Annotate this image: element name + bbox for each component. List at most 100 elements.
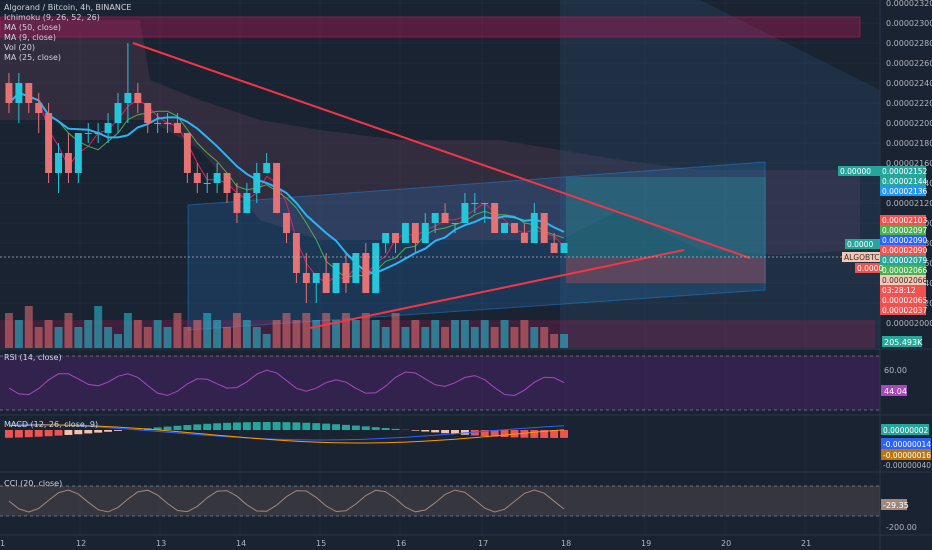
volume-bar [510, 327, 519, 348]
candle-body [540, 213, 548, 243]
macd-bar [520, 430, 529, 438]
macd-bar [183, 425, 192, 430]
candle-body [273, 163, 281, 213]
volume-bar [391, 313, 400, 348]
ma-line [8, 92, 565, 279]
macd-histogram [4, 422, 569, 438]
legend-ichimoku[interactable]: Ichimoku (9, 26, 52, 26) [4, 13, 100, 22]
rsi-label[interactable]: RSI (14, close) [4, 353, 62, 362]
macd-bar [361, 426, 370, 430]
volume-bar [114, 334, 122, 348]
volume-bar [223, 327, 231, 348]
macd-bar [203, 423, 212, 430]
price-badge-text: 0.00002037 [882, 306, 928, 315]
price-tick: 0.00002000 [886, 319, 932, 328]
price-tick: 0.00002320 [886, 0, 932, 8]
macd-bar [282, 422, 291, 430]
candle-body [154, 123, 162, 124]
symbol-title[interactable]: Algorand / Bitcoin, 4h, BINANCE [4, 3, 132, 12]
macd-bar [451, 430, 459, 435]
left-badge [845, 239, 880, 249]
volume-bar [54, 327, 63, 348]
macd-line [9, 423, 565, 441]
time-tick: 18 [561, 539, 571, 548]
candle-body [441, 213, 449, 223]
macd-bar [540, 430, 549, 438]
position-profit-zone [566, 177, 766, 257]
macd-bar [381, 427, 390, 430]
candle-body [322, 273, 330, 293]
candle-body [25, 83, 33, 103]
macd-bar [44, 430, 53, 437]
macd-label[interactable]: MACD (12, 26, close, 9) [4, 420, 99, 429]
time-tick: 20 [721, 539, 731, 548]
legend-vol[interactable]: Vol (20) [4, 43, 35, 52]
candle-body [382, 233, 390, 243]
candle-body [223, 173, 231, 193]
macd-bar [332, 424, 341, 430]
macd-bar [173, 425, 182, 430]
legend-ma9[interactable]: MA (9, close) [4, 33, 56, 42]
macd-bar [104, 430, 113, 432]
price-badge [880, 186, 926, 196]
uptrend-line[interactable] [309, 249, 685, 329]
candle-body [124, 93, 132, 103]
macd-bar [262, 422, 271, 430]
candle-body [302, 273, 310, 283]
volume-bar [401, 327, 410, 348]
price-badge-text: 0.00002144 [882, 177, 928, 186]
candle-body [471, 203, 479, 204]
volume-bar [530, 327, 539, 348]
macd-bar [4, 430, 13, 438]
macd-bar [351, 425, 360, 430]
candle-body [173, 123, 181, 133]
price-tick: 0.00002300 [886, 19, 932, 28]
downtrend-line[interactable] [132, 42, 751, 259]
candle-body [392, 233, 400, 243]
cci-label[interactable]: CCI (20, close) [4, 479, 63, 488]
chart-legend: Algorand / Bitcoin, 4h, BINANCE Ichimoku… [4, 3, 131, 63]
volume-bar [262, 334, 271, 348]
price-badge [880, 176, 926, 186]
price-tick: 0.00002160 [886, 159, 932, 168]
price-badge-text: 0.00002065 [882, 296, 928, 305]
volume-bar [411, 320, 420, 348]
macd-bar [64, 430, 73, 435]
volume-bar [451, 320, 459, 348]
volume-bar [371, 320, 380, 348]
price-badge-text: 0.00002090 [882, 236, 928, 245]
macd-signal-value: -0.00000016 [883, 451, 931, 460]
price-badge [880, 285, 926, 295]
candle-body [421, 223, 429, 243]
volume-badge: 205.493K [884, 338, 923, 347]
macd-bar [342, 424, 350, 430]
candle-body [164, 123, 172, 124]
candle-body [35, 103, 43, 113]
legend-ma50[interactable]: MA (50, close) [4, 23, 62, 32]
macd-bar [292, 422, 301, 430]
volume-bar [312, 320, 321, 348]
volume-bar [183, 327, 192, 348]
left-badge [855, 263, 880, 273]
candle-body [560, 243, 568, 253]
macd-bar [84, 430, 93, 434]
price-tick: 0.00002220 [886, 99, 932, 108]
candle-body [64, 153, 72, 173]
legend-ma25[interactable]: MA (25, close) [4, 53, 62, 62]
price-badge-text: 0.00002066 [882, 266, 928, 275]
volume-bar [441, 327, 450, 348]
volume-bar [480, 320, 489, 348]
left-badge-text: 0.0000 [857, 264, 883, 273]
price-badge [880, 225, 926, 235]
macd-bar [34, 430, 43, 437]
candle-body [55, 153, 62, 173]
resistance-wedge [560, 0, 880, 350]
macd-bar [252, 422, 261, 430]
candle-body [243, 193, 251, 213]
macd-bar [460, 430, 469, 435]
macd-bar [431, 430, 440, 433]
candle-body [263, 163, 271, 173]
candle-body [15, 83, 23, 103]
time-axis: 12 13 14 15 16 17 18 19 20 21 1 [0, 539, 811, 548]
